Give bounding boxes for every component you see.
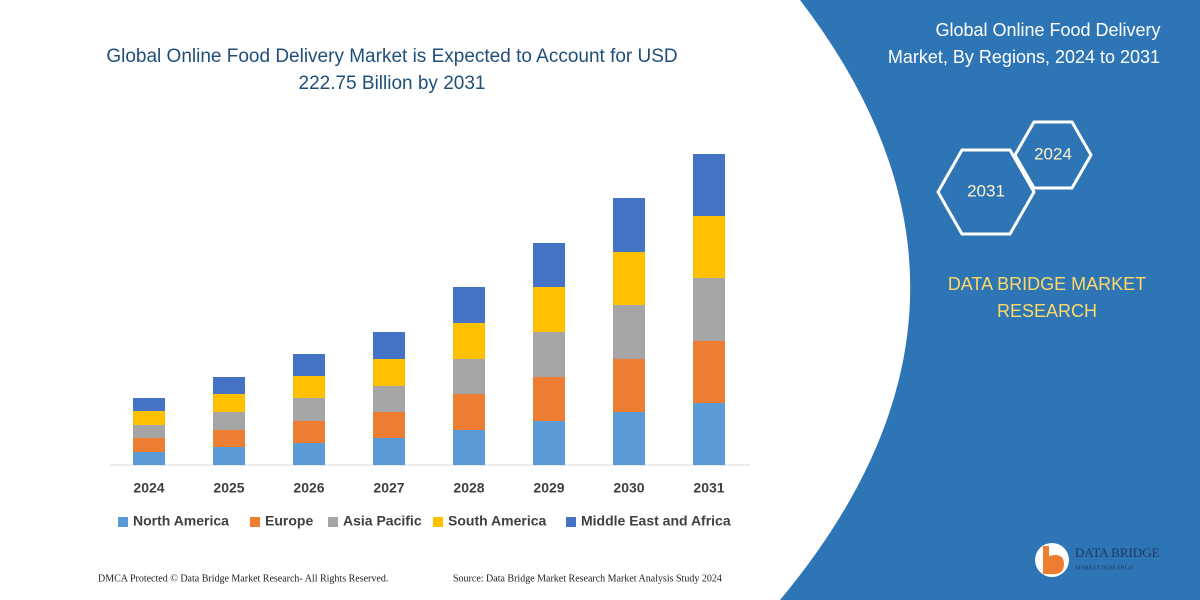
side-panel (780, 0, 1200, 600)
hexagon (1013, 120, 1093, 190)
bar-segment (693, 278, 725, 341)
bar-segment (373, 386, 405, 412)
panel-title: Global Online Food Delivery (935, 20, 1160, 40)
legend-swatch (250, 517, 260, 527)
x-tick-label: 2028 (453, 480, 484, 496)
x-tick-label: 2027 (373, 480, 404, 496)
bar-segment (693, 216, 725, 278)
panel-title: Market, By Regions, 2024 to 2031 (888, 47, 1160, 67)
legend-label: Asia Pacific (343, 513, 422, 529)
bar-segment (133, 438, 165, 452)
x-tick-label: 2024 (133, 480, 164, 496)
legend-label: Europe (265, 513, 313, 529)
bar-segment (133, 425, 165, 438)
logo-name: DATA BRIDGE (1075, 545, 1160, 560)
bar-segment (293, 443, 325, 465)
bar-segment (293, 354, 325, 376)
legend-swatch (118, 517, 128, 527)
bar-segment (613, 412, 645, 465)
bar-segment (613, 198, 645, 252)
hex-label: 2031 (967, 181, 1005, 200)
bar-segment (453, 359, 485, 394)
footer-source: Source: Data Bridge Market Research Mark… (453, 573, 722, 584)
x-tick-label: 2026 (293, 480, 324, 496)
bar-segment (613, 305, 645, 359)
x-tick-label: 2031 (693, 480, 724, 496)
bar-segment (533, 332, 565, 377)
bar-segment (133, 452, 165, 465)
legend-label: North America (133, 513, 229, 529)
bar-segment (133, 398, 165, 411)
bar-segment (533, 421, 565, 465)
x-tick-label: 2025 (213, 480, 244, 496)
legend-swatch (433, 517, 443, 527)
bar-segment (373, 412, 405, 438)
logo-tagline: MARKET RESEARCH (1075, 565, 1134, 571)
legend-label: South America (448, 513, 546, 529)
bar-segment (453, 287, 485, 323)
bar-segment (693, 403, 725, 465)
bar-segment (533, 243, 565, 287)
bar-segment (293, 398, 325, 421)
logo-icon (1043, 546, 1064, 575)
hexagon (936, 148, 1036, 236)
bar-segment (453, 430, 485, 465)
bar-segment (453, 394, 485, 430)
bar-segment (453, 323, 485, 359)
brand-text: RESEARCH (997, 301, 1097, 321)
bar-segment (533, 287, 565, 332)
bar-segment (213, 412, 245, 430)
bar-segment (693, 341, 725, 403)
legend-swatch (566, 517, 576, 527)
bar-segment (613, 359, 645, 412)
bar-segment (133, 411, 165, 425)
legend-label: Middle East and Africa (581, 513, 731, 529)
legend-swatch (328, 517, 338, 527)
bar-segment (373, 332, 405, 359)
bar-segment (613, 252, 645, 305)
bar-segment (293, 376, 325, 398)
chart-title: Global Online Food Delivery Market is Ex… (106, 46, 677, 67)
chart-title: 222.75 Billion by 2031 (299, 73, 486, 94)
bar-segment (213, 377, 245, 394)
x-tick-label: 2029 (533, 480, 564, 496)
bar-segment (213, 394, 245, 412)
bar-segment (693, 154, 725, 216)
bar-segment (213, 447, 245, 465)
footer-note: DMCA Protected © Data Bridge Market Rese… (98, 573, 388, 584)
bar-segment (373, 359, 405, 386)
brand-text: DATA BRIDGE MARKET (948, 274, 1146, 294)
bar-segment (293, 421, 325, 443)
bar-segment (533, 377, 565, 421)
hex-label: 2024 (1034, 144, 1072, 163)
bar-segment (373, 438, 405, 465)
x-tick-label: 2030 (613, 480, 644, 496)
bar-segment (213, 430, 245, 447)
